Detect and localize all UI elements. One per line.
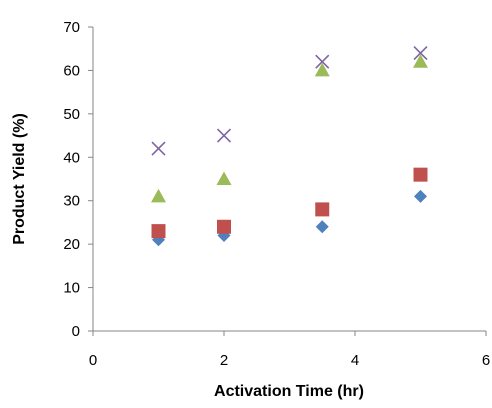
- data-point-square: [413, 167, 428, 182]
- axes: [92, 27, 486, 332]
- x-tick-label: 2: [220, 352, 228, 369]
- data-point-triangle: [314, 62, 330, 77]
- y-tick-label: 0: [72, 323, 80, 340]
- data-point-x: [315, 54, 330, 69]
- data-points: [151, 45, 428, 247]
- y-tick-label: 60: [63, 62, 80, 79]
- series-1-diamond: [152, 189, 427, 247]
- y-tick-label: 20: [63, 236, 80, 253]
- x-axis-title: Activation Time (hr): [214, 383, 364, 400]
- data-point-triangle: [216, 171, 232, 185]
- data-point-square: [315, 202, 330, 217]
- y-tick-label: 50: [63, 106, 80, 123]
- data-point-square: [217, 219, 231, 234]
- y-tick-label: 30: [63, 193, 80, 210]
- y-tick-label: 40: [63, 149, 80, 166]
- x-tick-label: 6: [482, 352, 490, 369]
- data-point-diamond: [315, 220, 329, 234]
- tick-group: [88, 26, 487, 336]
- data-point-x: [151, 141, 166, 156]
- y-axis-title: Product Yield (%): [11, 113, 28, 245]
- data-point-triangle: [413, 54, 428, 68]
- y-tick-label: 70: [63, 19, 80, 36]
- data-point-square: [151, 224, 166, 239]
- tick-label-group: 0 10 20 30 40 50 60 70 0 2 4 6: [63, 19, 490, 369]
- data-point-triangle: [151, 188, 166, 203]
- data-point-x: [413, 45, 428, 61]
- series-3-triangle: [151, 54, 428, 203]
- x-tick-label: 0: [89, 352, 97, 369]
- data-point-x: [216, 128, 232, 143]
- data-point-diamond: [414, 189, 427, 203]
- series-2-square: [151, 167, 428, 239]
- series-4-x: [151, 45, 428, 156]
- x-tick-label: 4: [351, 352, 359, 369]
- y-tick-label: 10: [63, 280, 80, 297]
